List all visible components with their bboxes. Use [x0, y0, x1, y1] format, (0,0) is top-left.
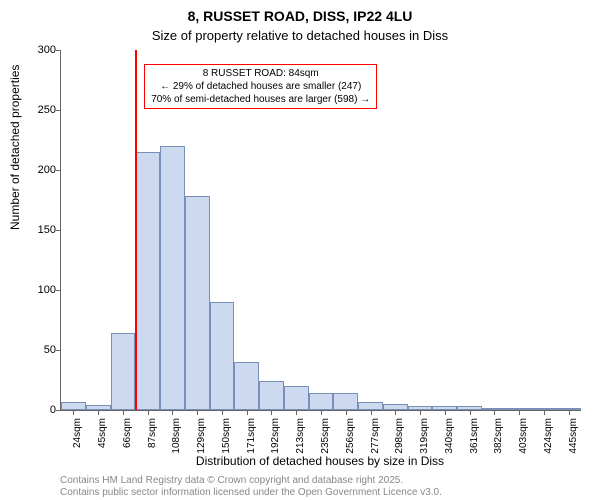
- xtick-label: 298sqm: [394, 418, 405, 458]
- xtick-label: 277sqm: [370, 418, 381, 458]
- xtick-mark: [98, 410, 99, 415]
- xtick-label: 382sqm: [493, 418, 504, 458]
- annotation-line-3: 70% of semi-detached houses are larger (…: [151, 93, 370, 106]
- ytick-label: 100: [16, 284, 56, 296]
- xtick-mark: [271, 410, 272, 415]
- xtick-mark: [371, 410, 372, 415]
- histogram-bar: [210, 302, 235, 410]
- xtick-label: 66sqm: [122, 418, 133, 458]
- xtick-label: 319sqm: [419, 418, 430, 458]
- xtick-mark: [544, 410, 545, 415]
- xtick-mark: [420, 410, 421, 415]
- histogram-bar: [333, 393, 358, 410]
- xtick-label: 108sqm: [171, 418, 182, 458]
- xtick-mark: [395, 410, 396, 415]
- xtick-mark: [569, 410, 570, 415]
- xtick-mark: [470, 410, 471, 415]
- xtick-label: 256sqm: [345, 418, 356, 458]
- histogram-bar: [234, 362, 259, 410]
- y-axis-label: Number of detached properties: [8, 65, 22, 230]
- xtick-mark: [73, 410, 74, 415]
- ytick-mark: [56, 410, 61, 411]
- xtick-mark: [346, 410, 347, 415]
- xtick-label: 213sqm: [295, 418, 306, 458]
- xtick-label: 424sqm: [543, 418, 554, 458]
- xtick-mark: [172, 410, 173, 415]
- xtick-mark: [445, 410, 446, 415]
- xtick-label: 129sqm: [196, 418, 207, 458]
- chart-title-main: 8, RUSSET ROAD, DISS, IP22 4LU: [0, 8, 600, 24]
- annotation-box: 8 RUSSET ROAD: 84sqm← 29% of detached ho…: [144, 64, 377, 109]
- plot-area: 8 RUSSET ROAD: 84sqm← 29% of detached ho…: [60, 50, 581, 411]
- x-axis-label: Distribution of detached houses by size …: [60, 454, 580, 468]
- xtick-label: 403sqm: [518, 418, 529, 458]
- xtick-label: 87sqm: [147, 418, 158, 458]
- xtick-label: 445sqm: [568, 418, 579, 458]
- ytick-label: 200: [16, 164, 56, 176]
- footer-attribution-1: Contains HM Land Registry data © Crown c…: [60, 475, 403, 486]
- xtick-label: 171sqm: [246, 418, 257, 458]
- histogram-bar: [284, 386, 309, 410]
- ytick-label: 50: [16, 344, 56, 356]
- ytick-mark: [56, 290, 61, 291]
- ytick-label: 150: [16, 224, 56, 236]
- xtick-label: 361sqm: [469, 418, 480, 458]
- histogram-bar: [185, 196, 210, 410]
- xtick-label: 340sqm: [444, 418, 455, 458]
- ytick-label: 0: [16, 404, 56, 416]
- xtick-mark: [123, 410, 124, 415]
- ytick-label: 250: [16, 104, 56, 116]
- histogram-bar: [160, 146, 185, 410]
- annotation-line-1: 8 RUSSET ROAD: 84sqm: [151, 67, 370, 80]
- reference-line: [135, 50, 137, 410]
- histogram-bar: [135, 152, 160, 410]
- xtick-mark: [321, 410, 322, 415]
- ytick-mark: [56, 170, 61, 171]
- histogram-bar: [61, 402, 86, 410]
- ytick-mark: [56, 50, 61, 51]
- xtick-mark: [148, 410, 149, 415]
- histogram-bar: [309, 393, 334, 410]
- ytick-mark: [56, 110, 61, 111]
- chart-container: 8, RUSSET ROAD, DISS, IP22 4LU Size of p…: [0, 0, 600, 500]
- xtick-label: 24sqm: [72, 418, 83, 458]
- xtick-mark: [197, 410, 198, 415]
- xtick-label: 45sqm: [97, 418, 108, 458]
- annotation-line-2: ← 29% of detached houses are smaller (24…: [151, 80, 370, 93]
- ytick-mark: [56, 350, 61, 351]
- histogram-bar: [111, 333, 136, 410]
- chart-title-sub: Size of property relative to detached ho…: [0, 28, 600, 43]
- footer-attribution-2: Contains public sector information licen…: [60, 487, 442, 498]
- xtick-mark: [247, 410, 248, 415]
- xtick-mark: [519, 410, 520, 415]
- ytick-mark: [56, 230, 61, 231]
- xtick-mark: [494, 410, 495, 415]
- xtick-label: 192sqm: [270, 418, 281, 458]
- xtick-label: 235sqm: [320, 418, 331, 458]
- xtick-mark: [222, 410, 223, 415]
- xtick-label: 150sqm: [221, 418, 232, 458]
- histogram-bar: [358, 402, 383, 410]
- histogram-bar: [259, 381, 284, 410]
- xtick-mark: [296, 410, 297, 415]
- ytick-label: 300: [16, 44, 56, 56]
